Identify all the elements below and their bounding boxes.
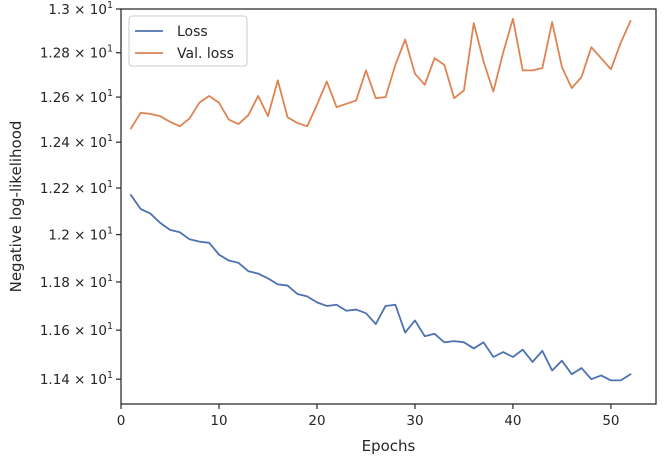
x-tick-label: 50 (602, 413, 619, 429)
x-tick-label: 20 (308, 413, 325, 429)
series-line-loss (129, 194, 632, 382)
y-tick-label: 1.3 × 101 (48, 0, 113, 18)
x-axis-title: Epochs (362, 437, 416, 455)
y-tick-label: 1.28 × 101 (40, 44, 113, 62)
y-axis: 1.14 × 101 1.16 × 101 1.18 × 101 1.2 × 101 1… (40, 0, 121, 388)
y-tick-label: 1.18 × 101 (40, 273, 113, 291)
y-tick-label: 1.16 × 101 (40, 321, 113, 339)
x-tick-label: 40 (504, 413, 521, 429)
y-tick-label: 1.14 × 101 (40, 370, 113, 388)
legend-label: Loss (177, 24, 208, 40)
series-line-val-loss (129, 17, 632, 130)
y-axis-title: Negative log-likelihood (7, 121, 25, 293)
y-tick-label: 1.22 × 101 (40, 179, 113, 197)
y-tick-label: 1.24 × 101 (40, 133, 113, 151)
legend: Loss Val. loss (128, 15, 248, 67)
x-tick-label: 10 (210, 413, 227, 429)
legend-label: Val. loss (177, 46, 234, 62)
x-tick-label: 0 (117, 413, 126, 429)
plot-frame (120, 8, 657, 405)
x-axis: 0 10 20 30 40 50 (117, 404, 620, 429)
y-tick-label: 1.2 × 101 (48, 226, 113, 244)
x-tick-label: 30 (406, 413, 423, 429)
series-layer (129, 17, 632, 382)
y-tick-label: 1.26 × 101 (40, 88, 113, 106)
